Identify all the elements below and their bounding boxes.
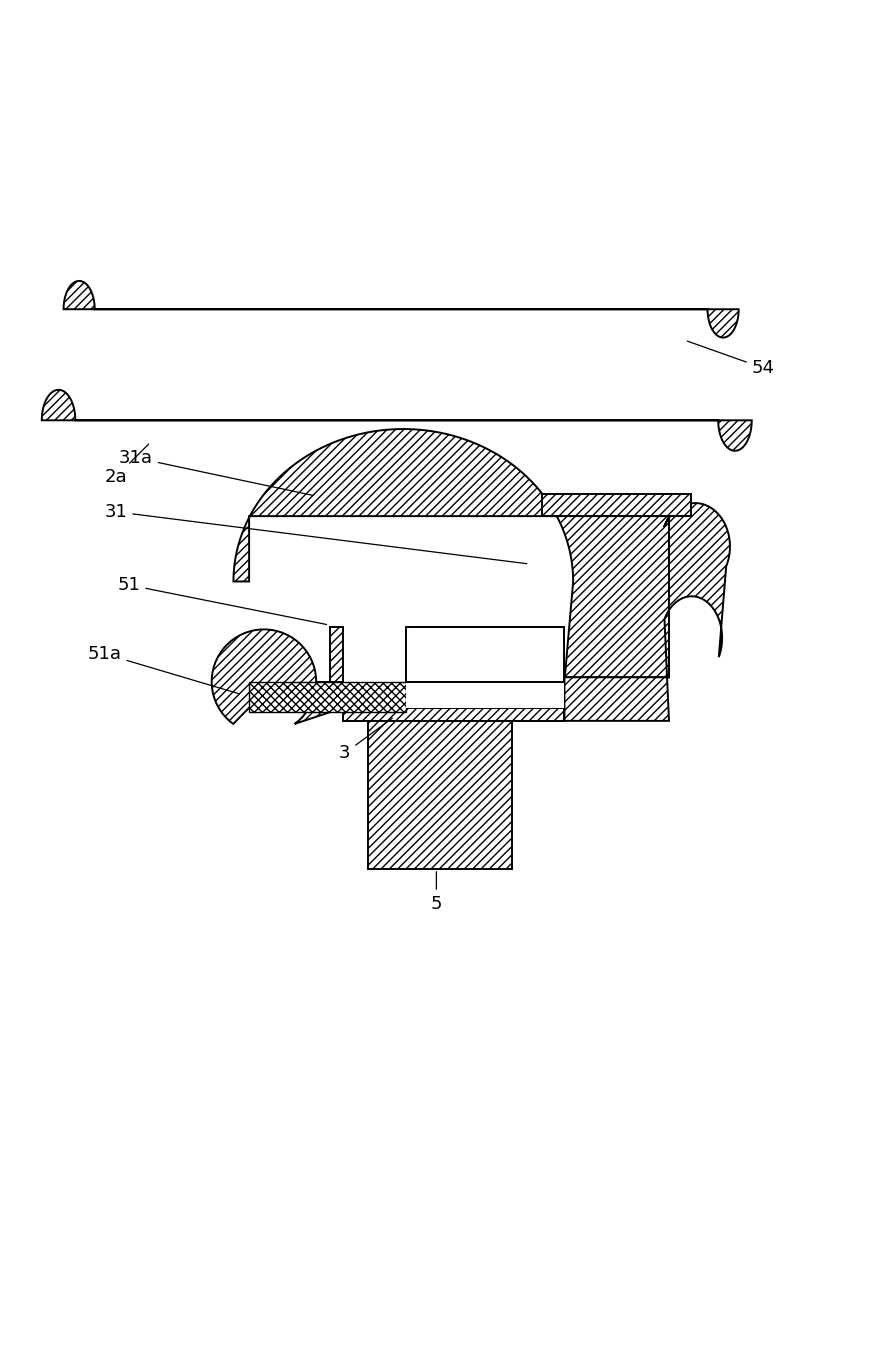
Polygon shape [542, 494, 691, 516]
Text: 2a: 2a [104, 445, 149, 486]
Text: 51a: 51a [88, 645, 240, 694]
Polygon shape [42, 390, 751, 451]
Text: 51: 51 [118, 576, 327, 624]
Polygon shape [64, 281, 739, 338]
Polygon shape [565, 504, 730, 720]
Polygon shape [212, 630, 343, 724]
Polygon shape [406, 682, 565, 708]
Polygon shape [249, 627, 343, 708]
Text: 31a: 31a [119, 449, 313, 495]
Text: 3: 3 [339, 718, 392, 761]
Polygon shape [249, 682, 406, 712]
Text: 5: 5 [431, 871, 442, 912]
Text: 31: 31 [104, 502, 527, 564]
Polygon shape [343, 708, 565, 720]
Polygon shape [368, 720, 512, 868]
Polygon shape [234, 429, 669, 682]
Text: 54: 54 [688, 342, 774, 377]
